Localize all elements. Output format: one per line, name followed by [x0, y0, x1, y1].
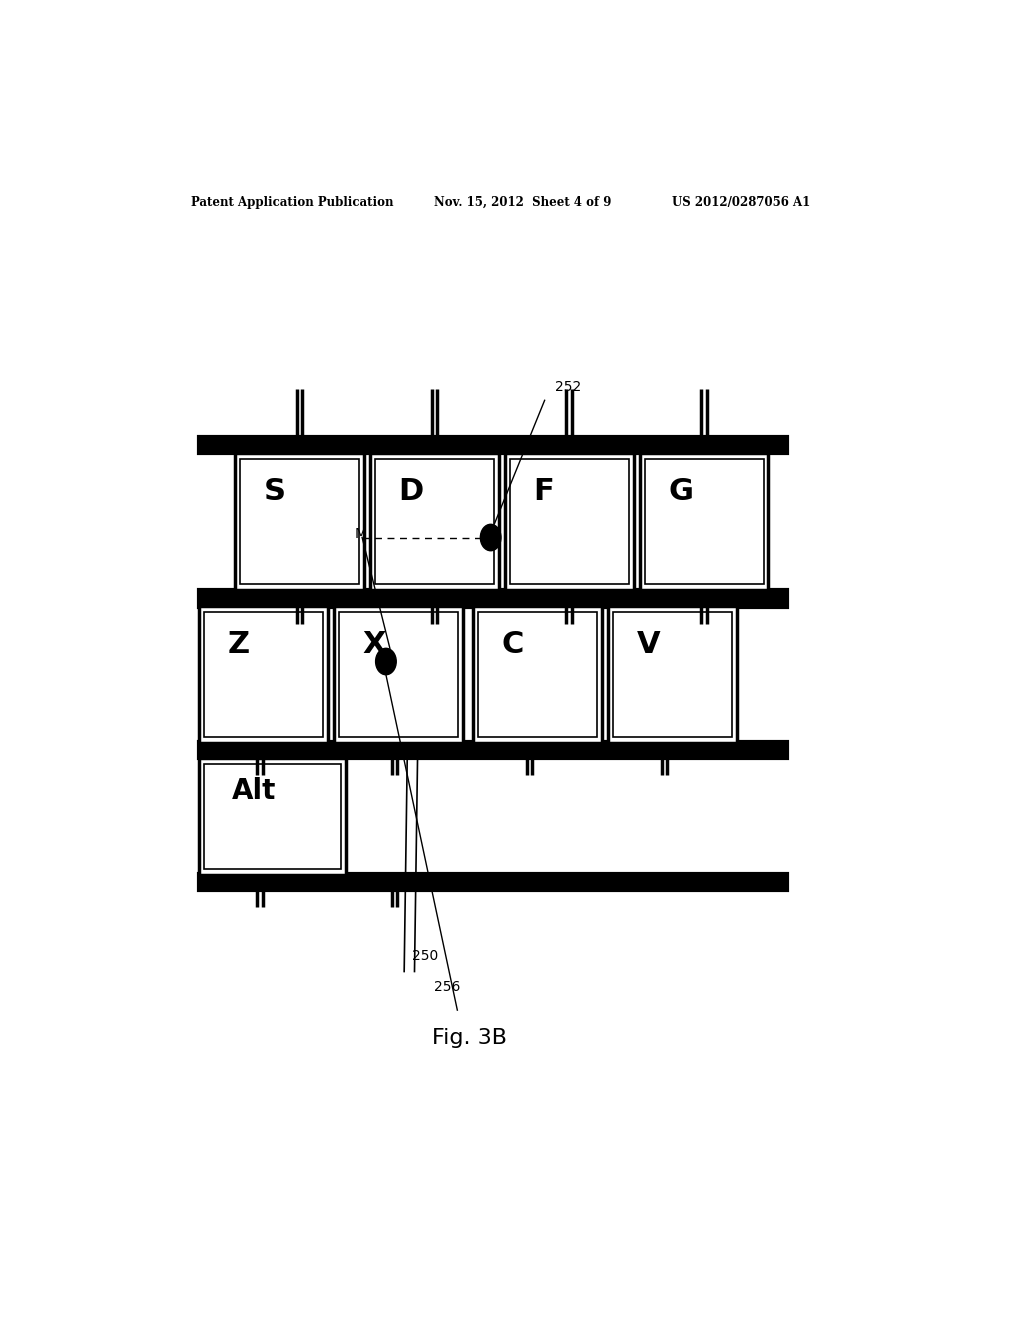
Text: 256: 256 [433, 979, 460, 994]
Bar [200, 590, 786, 607]
Text: S: S [263, 477, 286, 506]
Bar [375, 459, 494, 585]
Bar [478, 611, 597, 737]
Text: F: F [534, 477, 554, 506]
Bar [473, 606, 602, 743]
Bar [200, 874, 786, 890]
Text: 252: 252 [555, 380, 582, 395]
Bar [645, 459, 764, 585]
Text: V: V [636, 630, 660, 659]
Text: Alt: Alt [231, 776, 276, 805]
Text: X: X [362, 630, 386, 659]
Bar [200, 437, 786, 453]
Text: G: G [668, 477, 693, 506]
Circle shape [480, 524, 501, 550]
Text: 250: 250 [412, 949, 438, 964]
Circle shape [376, 648, 396, 675]
Bar [370, 453, 499, 590]
Bar [334, 606, 463, 743]
Bar [204, 611, 324, 737]
Bar [204, 764, 341, 869]
Bar [200, 742, 786, 758]
Text: C: C [502, 630, 524, 659]
Bar [608, 606, 736, 743]
Text: Nov. 15, 2012  Sheet 4 of 9: Nov. 15, 2012 Sheet 4 of 9 [433, 195, 611, 209]
Bar [339, 611, 458, 737]
Text: US 2012/0287056 A1: US 2012/0287056 A1 [672, 195, 810, 209]
Text: Z: Z [227, 630, 250, 659]
Bar [510, 459, 629, 585]
Bar [240, 459, 359, 585]
Bar [613, 611, 732, 737]
Bar [505, 453, 634, 590]
Bar [640, 453, 768, 590]
Bar [200, 758, 346, 875]
Text: Fig. 3B: Fig. 3B [432, 1027, 507, 1048]
Text: Patent Application Publication: Patent Application Publication [191, 195, 394, 209]
Text: M: M [354, 528, 367, 541]
Text: D: D [398, 477, 424, 506]
Bar [236, 453, 364, 590]
Bar [200, 606, 328, 743]
